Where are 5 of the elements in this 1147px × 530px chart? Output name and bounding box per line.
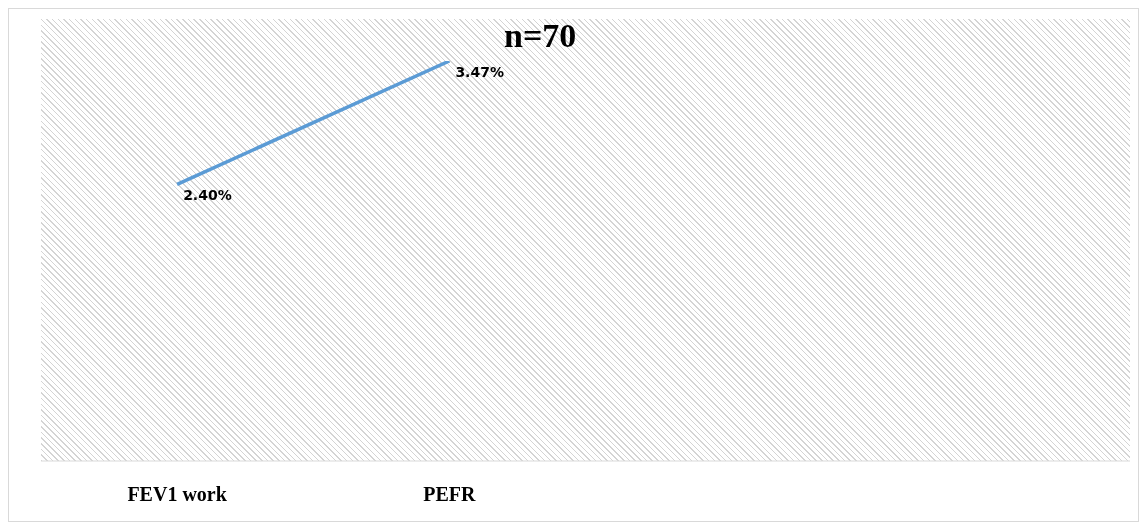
data-label: 2.40% (183, 187, 232, 204)
x-tick-label: FEV1 work (127, 483, 228, 505)
x-tick-label: PEFR (423, 483, 477, 505)
data-label: 3.47% (455, 64, 504, 80)
text: n=70 (504, 17, 577, 55)
